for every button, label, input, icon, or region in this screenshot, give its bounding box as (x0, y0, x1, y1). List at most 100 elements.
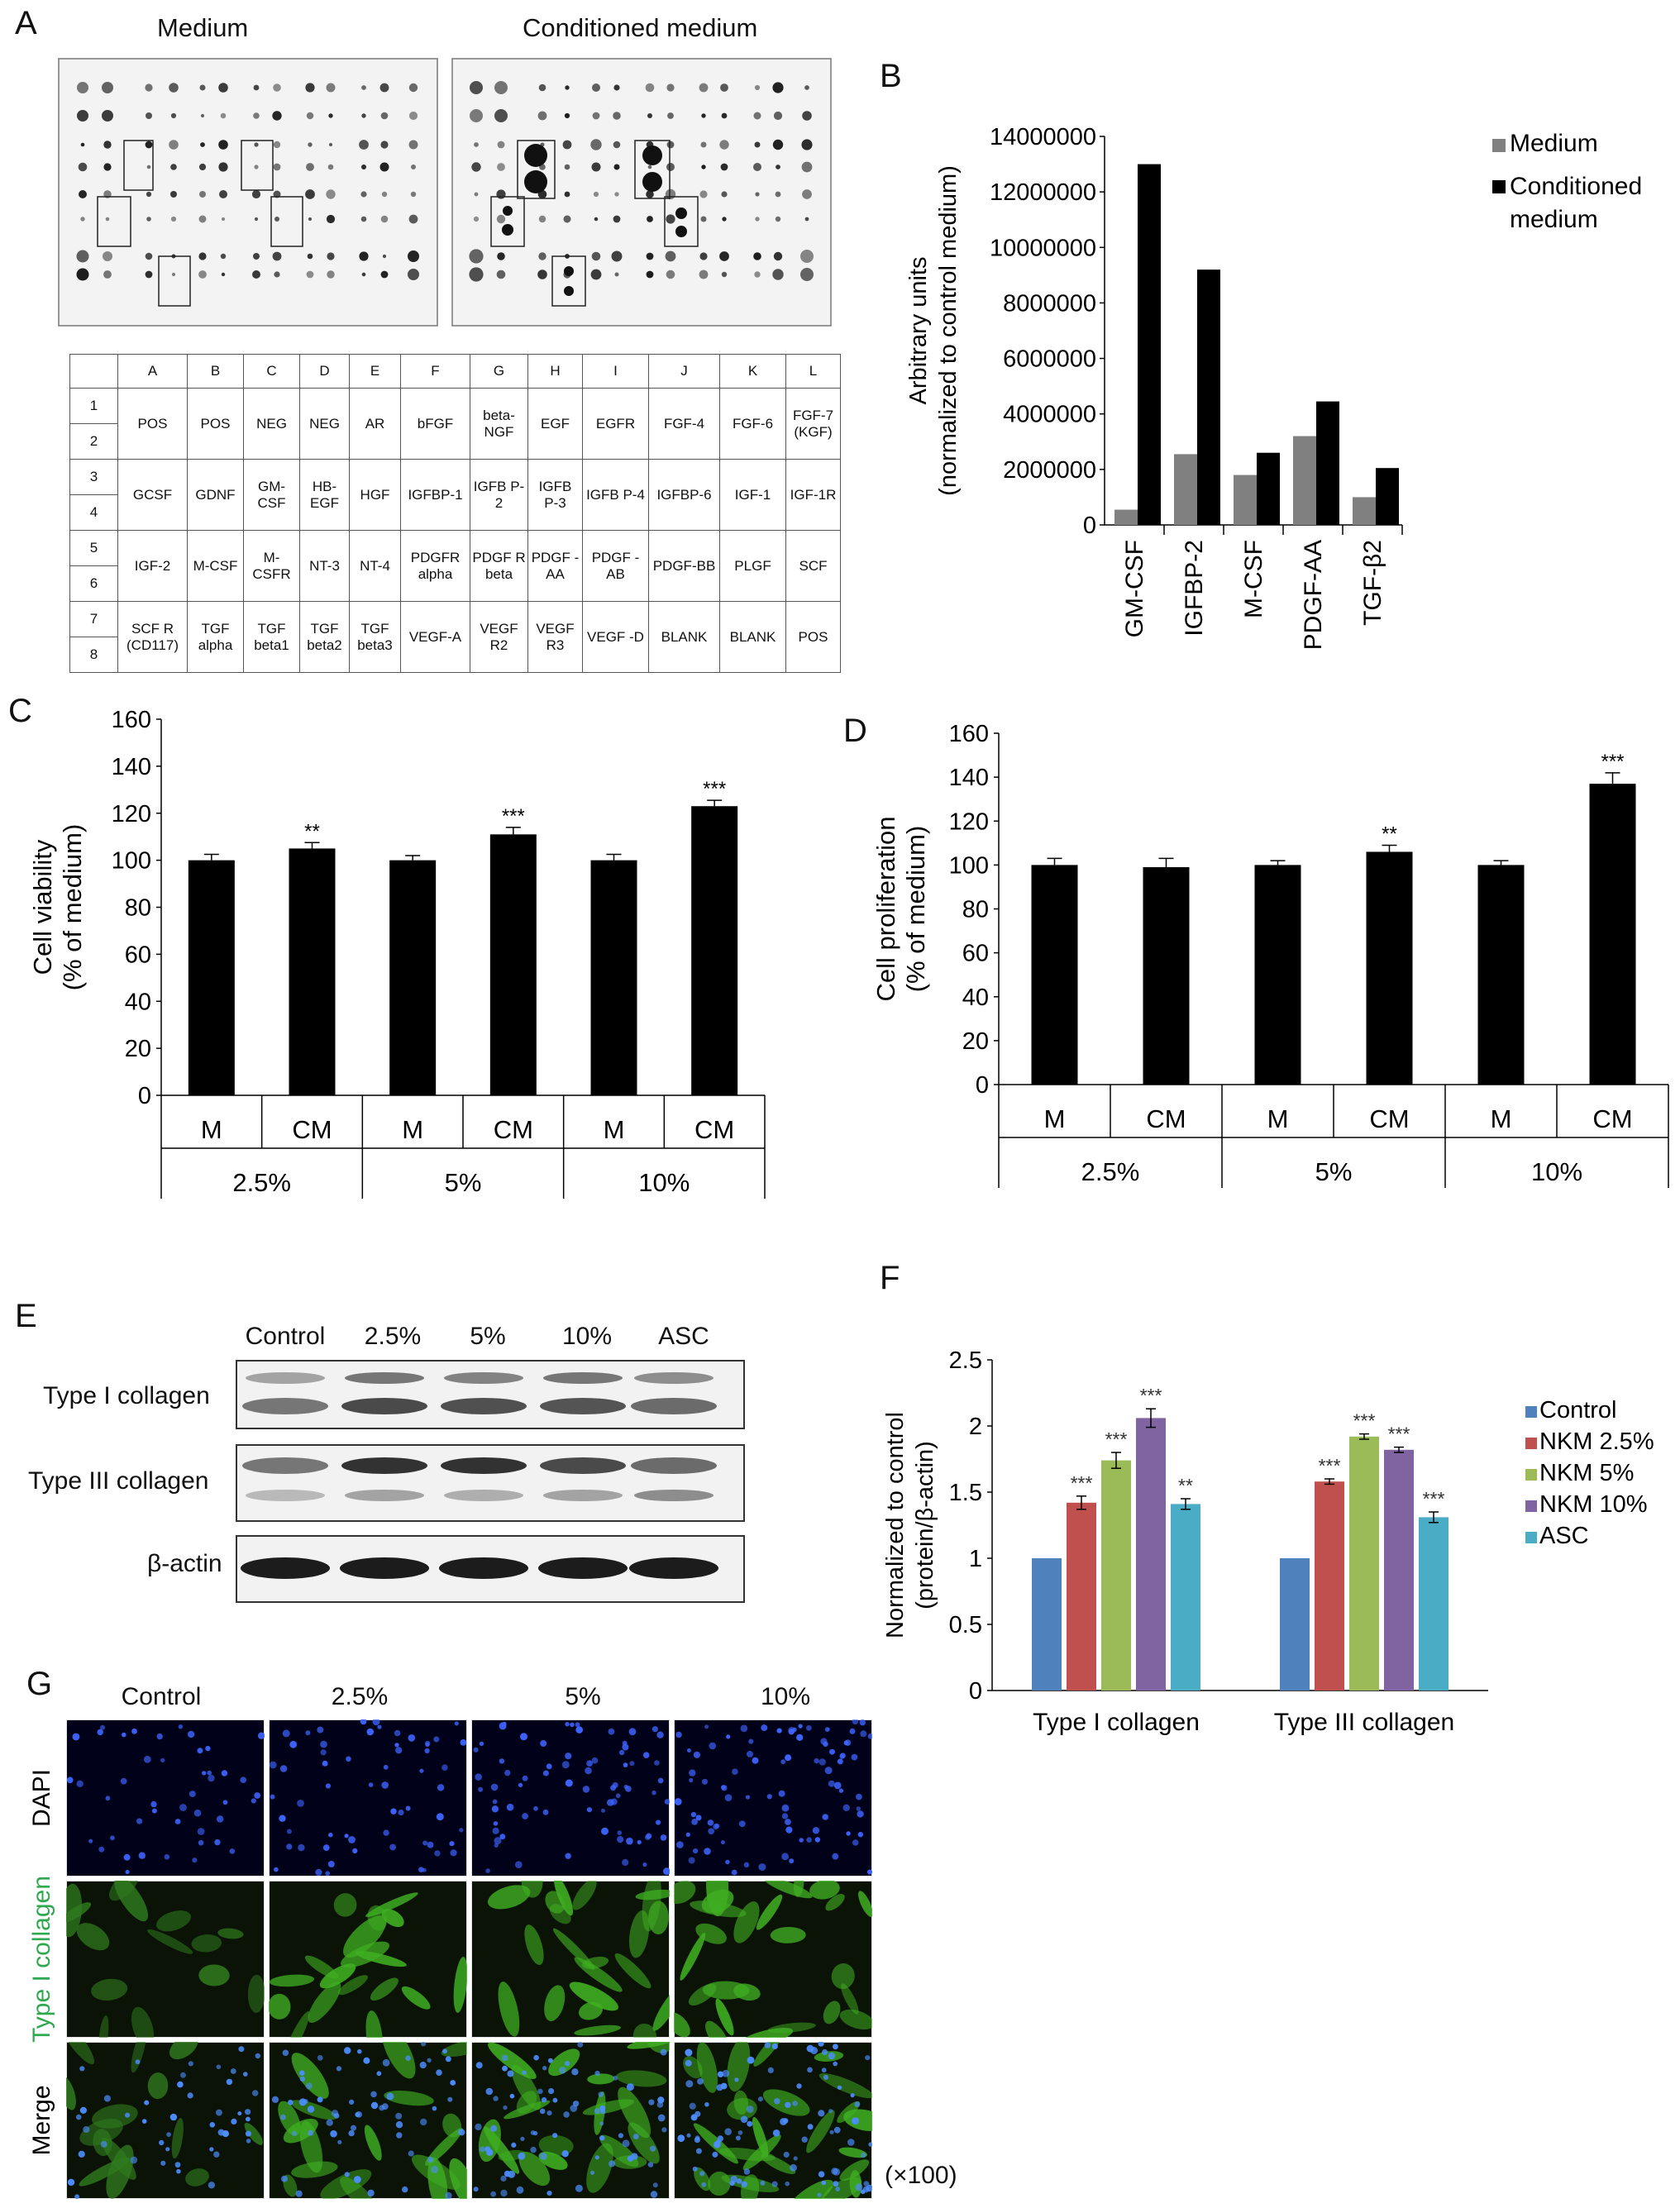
array-col-header: G (470, 354, 528, 389)
cell-cytoplasm (217, 1928, 244, 1939)
cell-nucleus (315, 1868, 322, 1877)
x-tick-label: TGF-β2 (1359, 540, 1386, 626)
cell-nucleus (530, 2130, 536, 2135)
array-col-header: A (117, 354, 188, 389)
bar (1477, 865, 1525, 1085)
cell-nucleus (322, 1760, 328, 1767)
blot-spot-highlight (642, 145, 662, 165)
blot-spot (382, 254, 387, 259)
array-cell: FGF-7 (KGF) (785, 388, 841, 460)
array-cell: NEG (299, 388, 350, 460)
blot-highlight-box (97, 196, 131, 247)
x-tick-label: CM (1592, 1104, 1632, 1133)
blot-band (241, 1557, 330, 1579)
cell-nucleus (846, 1831, 851, 1836)
x-tick-label: Type I collagen (1033, 1709, 1200, 1736)
x-tick-label: Type III collagen (1274, 1709, 1454, 1736)
bar (1143, 867, 1190, 1085)
cell-nucleus (657, 1777, 664, 1784)
array-cell: BLANK (648, 601, 720, 673)
y-tick-label: 80 (962, 897, 989, 923)
cell-nucleus (594, 2155, 599, 2160)
array-cell: VEGF -D (582, 601, 649, 673)
blot-row-label-type3: Type III collagen (28, 1467, 209, 1495)
cell-nucleus (785, 1826, 793, 1834)
cell-nucleus (552, 2133, 558, 2139)
cell-nucleus (269, 1761, 277, 1769)
cell-cytoplasm (752, 2116, 769, 2158)
cell-cytoplasm (819, 2073, 872, 2099)
cell-nucleus (748, 1738, 754, 1744)
blot-spot (380, 141, 389, 149)
cell-nucleus (617, 1830, 623, 1835)
cell-nucleus (395, 2112, 403, 2120)
cell-nucleus (136, 1818, 143, 1824)
cell-nucleus (590, 2170, 594, 2175)
blot-spot (361, 272, 366, 277)
cell-cytoplasm (365, 2010, 383, 2038)
cell-nucleus (832, 1853, 839, 1860)
cell-nucleus (230, 2068, 236, 2074)
array-cell: IGFBP-1 (400, 459, 470, 531)
blot-spot (361, 85, 366, 90)
cell-nucleus (503, 2105, 508, 2110)
cell-nucleus (806, 2044, 814, 2053)
cell-nucleus (500, 2175, 507, 2182)
blot-spot (306, 112, 314, 120)
blot-spot (613, 141, 621, 149)
cell-nucleus (651, 1791, 656, 1795)
blot-spot (646, 252, 654, 260)
bar-nkm-10- (1384, 1449, 1414, 1691)
cell-nucleus (442, 2048, 447, 2054)
cell-cytoplasm (552, 1928, 595, 1970)
cell-nucleus (814, 1757, 819, 1764)
blot-spot (755, 192, 760, 197)
cell-nucleus (305, 2082, 313, 2090)
x-group-label: 2.5% (232, 1168, 291, 1197)
cell-nucleus (504, 1769, 511, 1776)
blot-spot (804, 217, 809, 222)
blot-band (538, 1557, 628, 1579)
blot-spot (775, 191, 781, 198)
blot-spot (408, 111, 418, 121)
cell-nucleus (434, 1850, 441, 1857)
micrograph-dapi-4 (674, 1719, 872, 1877)
micrograph-merge-3 (471, 2042, 670, 2199)
cell-nucleus (599, 2121, 604, 2126)
cell-nucleus (207, 1770, 212, 1776)
blot-spot-highlight (524, 170, 547, 193)
cell-nucleus (821, 2067, 827, 2073)
cell-cytoplasm (809, 1881, 840, 1900)
blot-spot (78, 162, 88, 172)
cell-nucleus (688, 1857, 695, 1864)
cell-nucleus (337, 2139, 342, 2144)
legend-swatch (1492, 139, 1506, 152)
cell-nucleus (821, 2180, 827, 2186)
blot-spot (722, 217, 727, 222)
cell-nucleus (299, 2070, 305, 2076)
blot-spot (379, 83, 389, 93)
cell-nucleus (254, 1792, 261, 1799)
cell-cytoplasm (66, 2076, 76, 2110)
cell-nucleus (320, 1749, 327, 1756)
significance-label: *** (1388, 1424, 1410, 1445)
cell-nucleus (586, 1807, 592, 1813)
cell-nucleus (818, 2042, 824, 2047)
cell-nucleus (499, 1834, 506, 1840)
cell-nucleus (691, 1819, 698, 1825)
y-tick-label: 0 (969, 1678, 982, 1705)
cell-nucleus (408, 1734, 416, 1742)
western-blot (236, 1360, 745, 1603)
cell-nucleus (499, 1722, 507, 1730)
cell-nucleus (708, 1828, 715, 1835)
cell-nucleus (571, 2068, 579, 2076)
blot-spot (497, 141, 505, 149)
cell-nucleus (758, 1863, 766, 1872)
blot-spot (80, 217, 85, 222)
cell-nucleus (215, 2109, 222, 2116)
cell-cytoplasm (442, 2113, 462, 2138)
blot-spot (76, 268, 89, 281)
array-cell: TGF beta2 (299, 601, 350, 673)
